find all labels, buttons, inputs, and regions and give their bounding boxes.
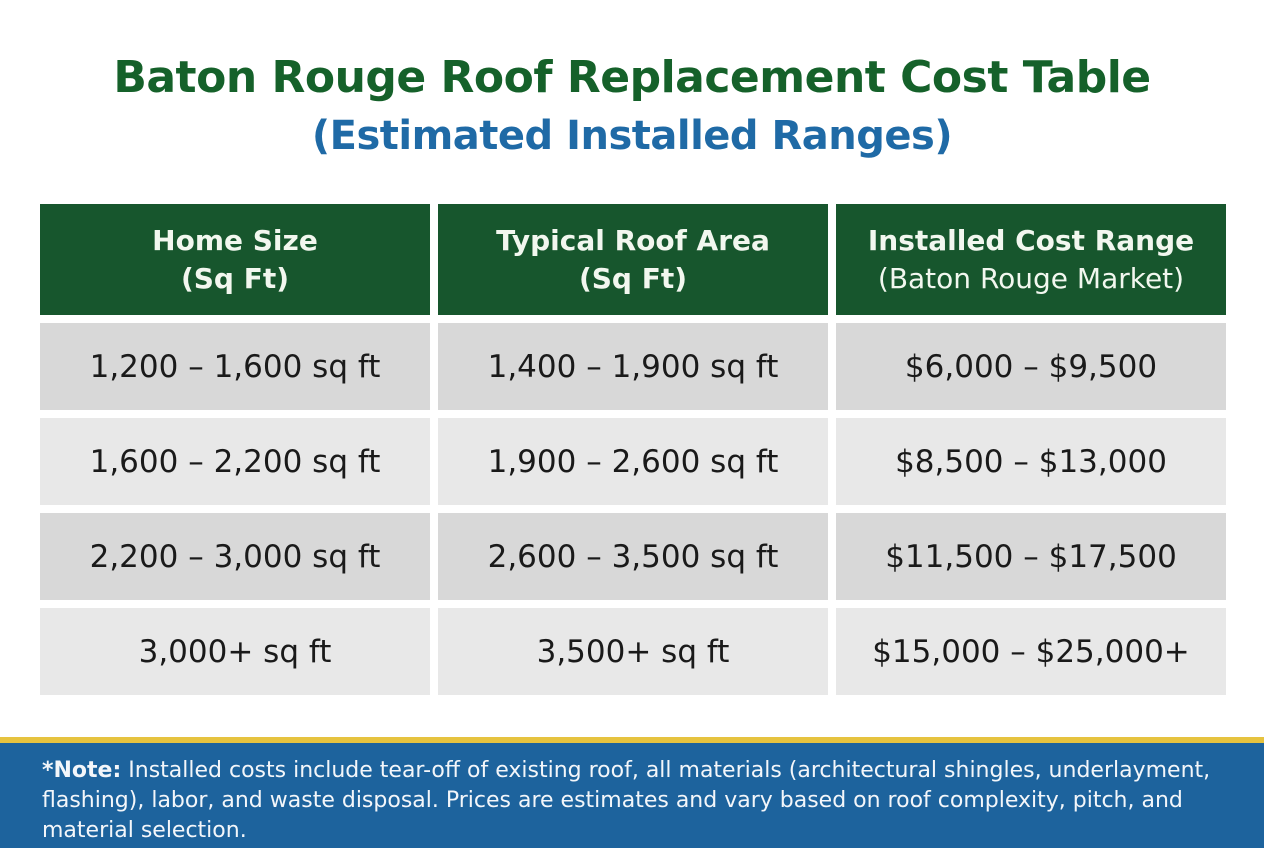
cell-home-size: 3,000+ sq ft — [40, 608, 430, 695]
table-header-row: Home Size (Sq Ft) Typical Roof Area (Sq … — [40, 204, 1226, 315]
cell-roof-area: 1,400 – 1,900 sq ft — [438, 323, 828, 410]
table-row: 1,600 – 2,200 sq ft 1,900 – 2,600 sq ft … — [40, 418, 1226, 505]
cell-cost-range: $15,000 – $25,000+ — [836, 608, 1226, 695]
header-label: Typical Roof Area — [496, 223, 770, 257]
table-row: 3,000+ sq ft 3,500+ sq ft $15,000 – $25,… — [40, 608, 1226, 695]
cell-cost-range: $11,500 – $17,500 — [836, 513, 1226, 600]
note-label: *Note: — [42, 758, 122, 783]
header-cost-range: Installed Cost Range (Baton Rouge Market… — [836, 204, 1226, 315]
cell-home-size: 2,200 – 3,000 sq ft — [40, 513, 430, 600]
cell-roof-area: 2,600 – 3,500 sq ft — [438, 513, 828, 600]
table-row: 1,200 – 1,600 sq ft 1,400 – 1,900 sq ft … — [40, 323, 1226, 410]
cost-table: Home Size (Sq Ft) Typical Roof Area (Sq … — [40, 204, 1226, 703]
note-text: Installed costs include tear-off of exis… — [42, 758, 1211, 843]
cell-home-size: 1,200 – 1,600 sq ft — [40, 323, 430, 410]
page-title: Baton Rouge Roof Replacement Cost Table — [113, 52, 1151, 103]
cell-roof-area: 1,900 – 2,600 sq ft — [438, 418, 828, 505]
header-label: Home Size — [152, 223, 318, 257]
header-label: Installed Cost Range — [867, 223, 1195, 257]
cell-cost-range: $6,000 – $9,500 — [836, 323, 1226, 410]
header-unit: (Baton Rouge Market) — [877, 261, 1185, 295]
page-subtitle: (Estimated Installed Ranges) — [311, 113, 953, 159]
header-roof-area: Typical Roof Area (Sq Ft) — [438, 204, 828, 315]
cell-cost-range: $8,500 – $13,000 — [836, 418, 1226, 505]
cell-home-size: 1,600 – 2,200 sq ft — [40, 418, 430, 505]
footnote-banner: *Note: Installed costs include tear-off … — [0, 737, 1264, 848]
header-unit: (Sq Ft) — [180, 261, 290, 295]
table-row: 2,200 – 3,000 sq ft 2,600 – 3,500 sq ft … — [40, 513, 1226, 600]
header-home-size: Home Size (Sq Ft) — [40, 204, 430, 315]
header-unit: (Sq Ft) — [578, 261, 688, 295]
cell-roof-area: 3,500+ sq ft — [438, 608, 828, 695]
